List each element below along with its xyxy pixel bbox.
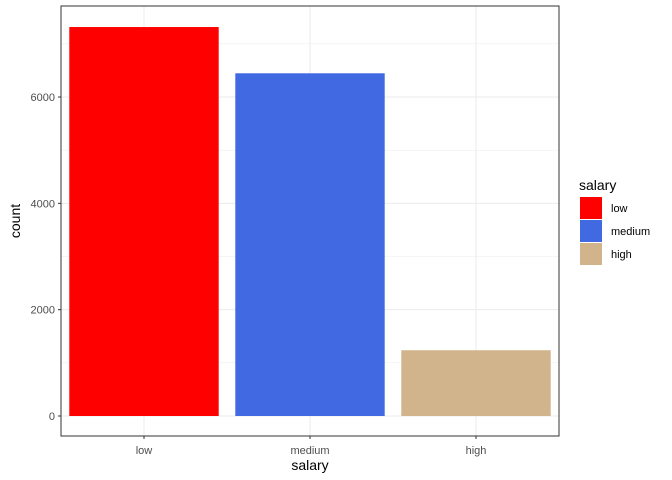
y-axis-title: count bbox=[7, 204, 23, 238]
legend-label-medium: medium bbox=[611, 226, 650, 238]
x-axis-ticks: low medium high bbox=[136, 436, 487, 457]
y-axis-ticks: 0 2000 4000 6000 bbox=[31, 92, 61, 423]
y-tick-label: 6000 bbox=[31, 92, 55, 104]
bar-high bbox=[401, 350, 551, 416]
legend-key-low bbox=[580, 197, 602, 219]
legend-label-high: high bbox=[611, 249, 632, 261]
legend-key-high bbox=[580, 243, 602, 265]
x-axis-title: salary bbox=[291, 457, 328, 473]
legend: salary low medium high bbox=[579, 177, 650, 265]
bar-low bbox=[69, 27, 219, 417]
legend-key-medium bbox=[580, 220, 602, 242]
legend-title: salary bbox=[579, 177, 616, 193]
x-tick-label: high bbox=[466, 445, 487, 457]
y-tick-label: 2000 bbox=[31, 305, 55, 317]
x-tick-label: low bbox=[136, 445, 153, 457]
legend-label-low: low bbox=[611, 203, 628, 215]
bars bbox=[69, 27, 551, 417]
y-tick-label: 0 bbox=[49, 411, 55, 423]
x-tick-label: medium bbox=[290, 445, 329, 457]
y-tick-label: 4000 bbox=[31, 198, 55, 210]
bar-medium bbox=[235, 73, 385, 417]
